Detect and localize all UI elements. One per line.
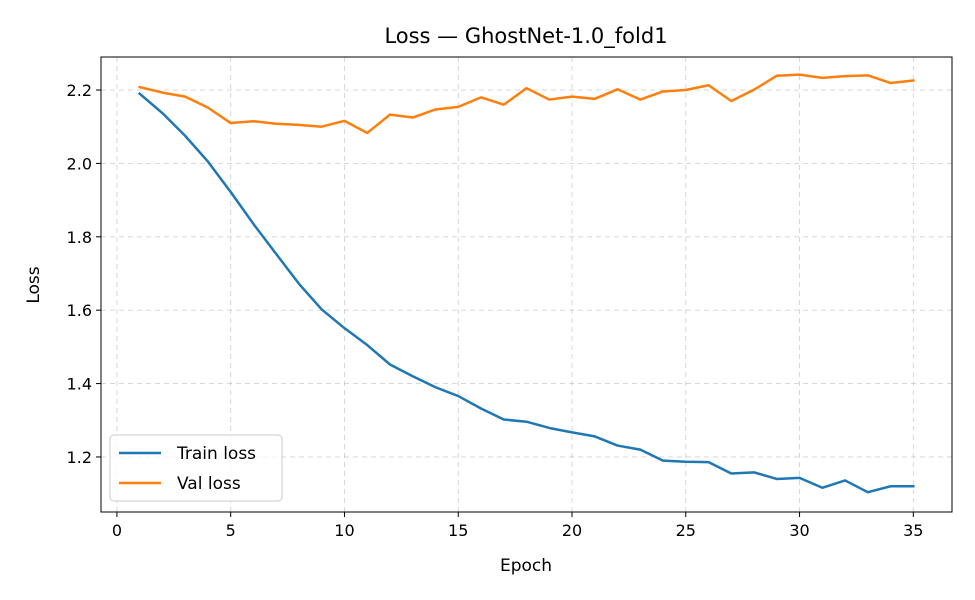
- y-tick-label: 1.6: [67, 301, 92, 320]
- legend-box: [109, 434, 283, 502]
- x-tick-label: 5: [226, 521, 236, 540]
- y-axis-label: Loss: [24, 266, 44, 303]
- x-tick-label: 25: [676, 521, 696, 540]
- axis-ticks: 0 5 10 15 20 25 30 35 1.2 1.4 1.6 1.8 2.0 2.2: [67, 81, 924, 540]
- y-tick-label: 1.8: [67, 228, 92, 247]
- series-line-train-loss: [137, 91, 915, 494]
- x-tick-label: 10: [334, 521, 354, 540]
- x-tick-label: 0: [112, 521, 122, 540]
- plot-frame: [100, 56, 953, 513]
- series-line-val-loss: [138, 73, 915, 135]
- y-tick-label: 1.4: [67, 375, 92, 394]
- x-axis-label: Epoch: [500, 556, 552, 576]
- legend-label-train-loss: Train loss: [176, 444, 256, 464]
- legend-label-val-loss: Val loss: [177, 474, 241, 494]
- y-tick-label: 2.2: [67, 81, 92, 100]
- y-tick-label: 2.0: [67, 154, 92, 173]
- grid: [101, 57, 952, 512]
- x-tick-label: 20: [562, 521, 582, 540]
- series-layer: [137, 73, 915, 494]
- x-tick-label: 30: [789, 521, 809, 540]
- x-tick-label: 15: [448, 521, 468, 540]
- x-tick-label: 35: [903, 521, 923, 540]
- chart-title: Loss — GhostNet-1.0_fold1: [384, 24, 667, 49]
- y-tick-label: 1.2: [67, 448, 92, 467]
- legend: Train loss Val loss: [109, 434, 283, 502]
